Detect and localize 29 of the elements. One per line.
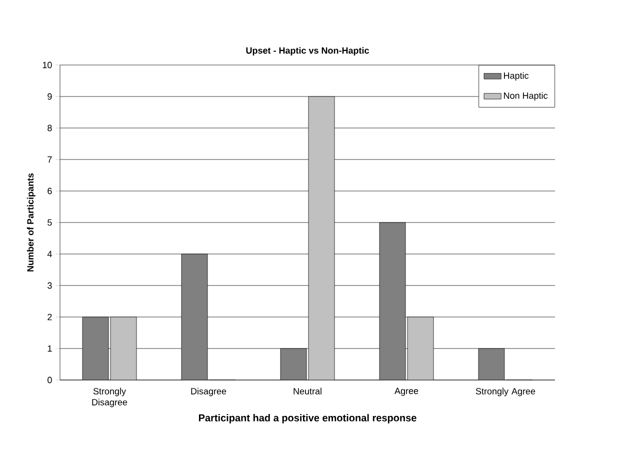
bar (280, 348, 307, 380)
chart-title: Upset - Haptic vs Non-Haptic (246, 47, 369, 56)
legend-label: Haptic (504, 72, 529, 81)
y-tick-label: 2 (48, 314, 52, 320)
y-tick-label: 7 (48, 156, 52, 163)
x-axis-title: Participant had a positive emotional response (198, 414, 416, 424)
bar (379, 222, 406, 380)
legend-label: Non Haptic (504, 92, 548, 101)
x-tick-label: Neutral (294, 388, 322, 394)
bar (308, 96, 335, 380)
x-tick-label: Strongly Agree (476, 388, 536, 396)
y-tick-label: 4 (47, 250, 52, 258)
bar (110, 316, 137, 380)
y-tick-label: 10 (42, 62, 52, 68)
y-tick-label: 1 (48, 345, 52, 352)
bar (82, 316, 109, 380)
y-tick-label: 0 (48, 376, 52, 384)
bar (407, 316, 434, 380)
y-tick-label: 9 (48, 93, 52, 100)
y-tick-label: 6 (48, 188, 52, 194)
bar (181, 254, 208, 380)
y-tick-label: 5 (48, 219, 52, 226)
y-tick-label: 3 (48, 282, 52, 289)
x-tick-label: Strongly Disagree (92, 388, 128, 408)
x-tick-label: Agree (394, 388, 418, 396)
x-tick-label: Disagree (191, 388, 226, 396)
bar (478, 348, 505, 380)
y-tick-label: 8 (48, 124, 52, 132)
y-axis-title: Number of Participants (26, 173, 36, 272)
